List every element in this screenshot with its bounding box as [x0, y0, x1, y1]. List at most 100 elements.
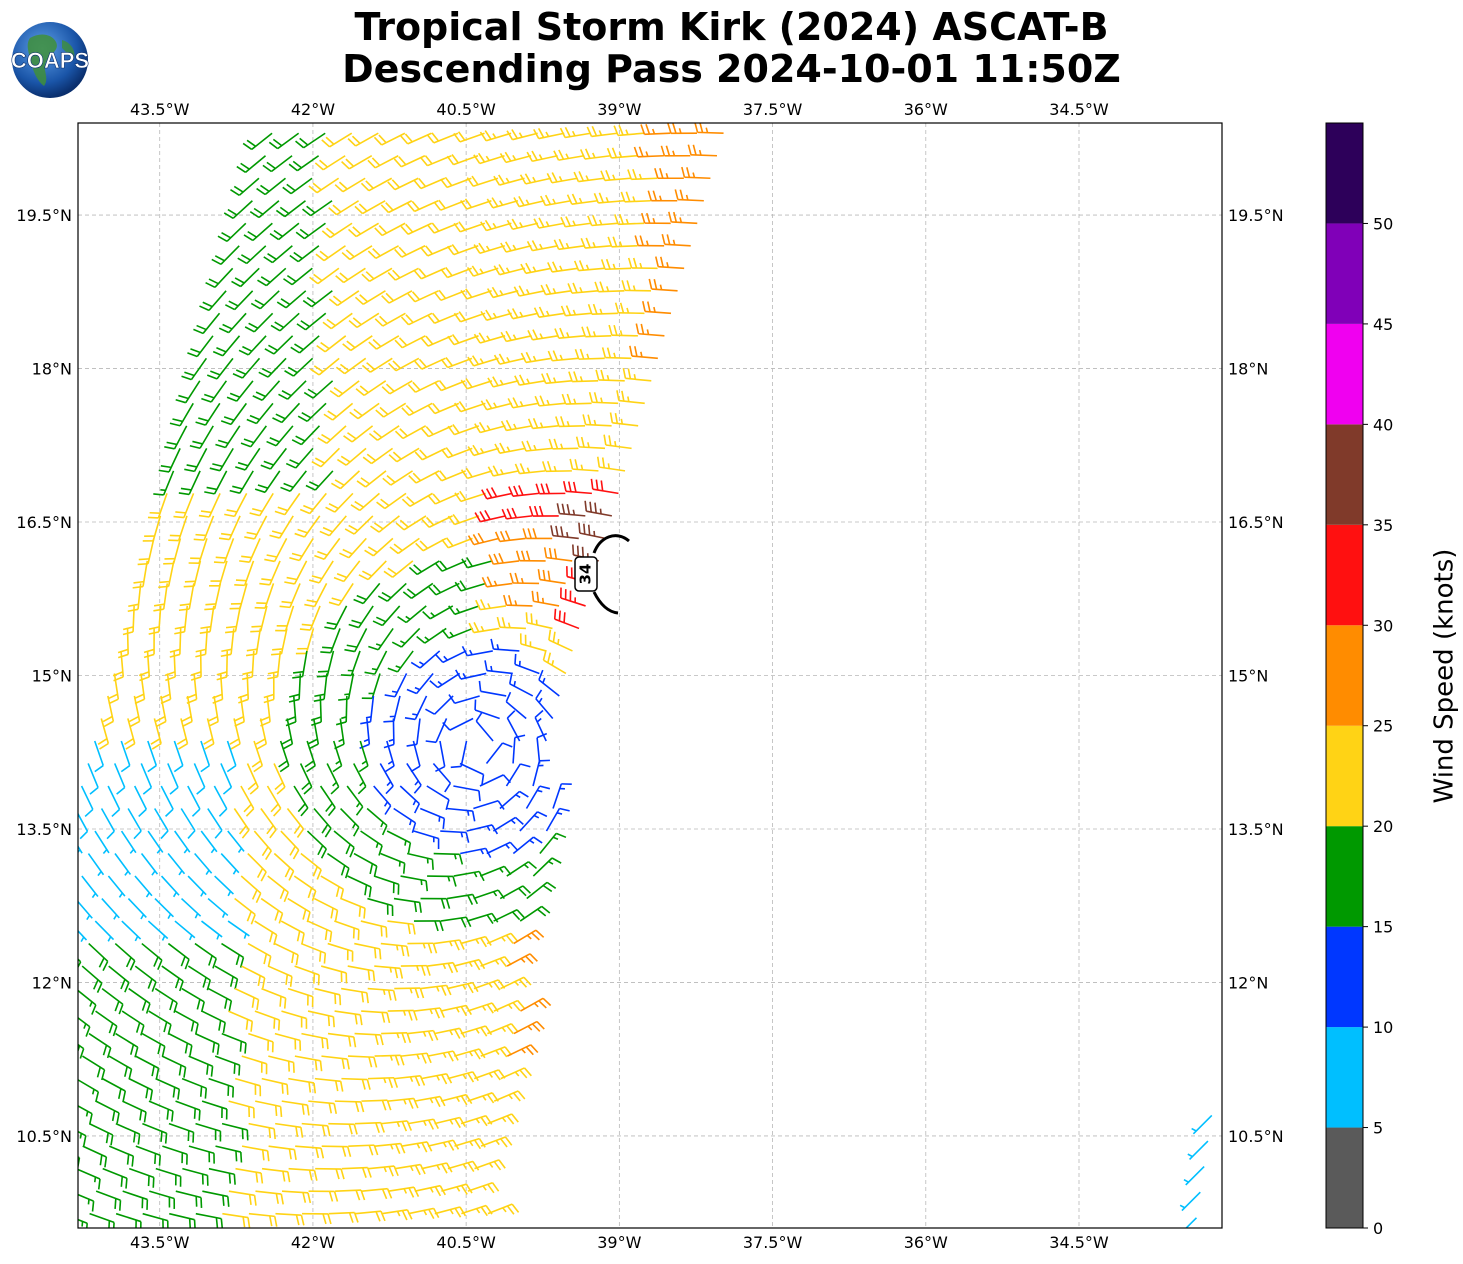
wind-barb: [468, 621, 500, 634]
wind-barb: [169, 1212, 196, 1228]
wind-barb: [329, 380, 360, 398]
wind-barb: [274, 1032, 302, 1051]
lat-tick-labels-right: 19.5°N 18°N 16.5°N 15°N 13.5°N 12°N 10.5°N: [1228, 206, 1284, 1146]
wind-barb: [410, 650, 441, 669]
wind-barb: [434, 470, 466, 482]
wind-barb: [440, 266, 472, 279]
wind-barb: [107, 875, 126, 898]
wind-barb: [534, 395, 566, 407]
wind-barb: [427, 312, 459, 324]
wind-barb: [594, 281, 625, 293]
wind-barb: [506, 953, 538, 967]
wind-barb: [242, 132, 273, 151]
wind-barb: [362, 447, 394, 465]
wind-barb: [440, 916, 472, 928]
wind-barb: [82, 1055, 106, 1081]
wind-barb: [78, 1070, 79, 1072]
wind-barb: [154, 987, 178, 1014]
wind-barb: [310, 695, 322, 727]
wind-barb: [213, 538, 235, 564]
wind-barb: [341, 245, 373, 261]
wind-barb: [225, 605, 242, 634]
wind-barb: [1185, 1217, 1198, 1228]
wind-barb: [200, 740, 211, 773]
wind-barb: [114, 942, 136, 971]
wind-barb: [268, 1145, 297, 1160]
wind-barb: [286, 808, 305, 838]
wind-barb: [635, 323, 665, 337]
wind-barb: [95, 1010, 118, 1037]
wind-barb: [407, 290, 439, 303]
wind-barb: [607, 236, 638, 248]
wind-barb: [283, 267, 313, 286]
wind-barb: [595, 369, 625, 382]
wind-barb: [367, 1076, 399, 1089]
wind-barb: [480, 1136, 513, 1148]
wind-barb: [532, 857, 562, 877]
wind-barb: [380, 852, 406, 874]
wind-barb: [582, 414, 612, 427]
wind-barb: [221, 942, 245, 968]
wind-barb: [178, 583, 195, 612]
wind-barb: [266, 785, 282, 817]
wind-barb: [374, 965, 404, 979]
wind-barb: [414, 1007, 445, 1019]
wind-barb: [539, 832, 567, 855]
wind-barb: [315, 245, 346, 262]
wind-barb: [573, 260, 605, 272]
wind-barb: [360, 695, 375, 725]
wind-barb: [142, 1212, 169, 1228]
wind-barb: [668, 211, 698, 225]
wind-barb: [454, 1048, 486, 1060]
wind-barb: [201, 920, 223, 940]
wind-barb: [467, 532, 500, 546]
wind-barb: [629, 345, 658, 360]
wind-barb: [78, 1193, 95, 1212]
wind-barb: [655, 256, 685, 270]
wind-barb: [288, 155, 320, 172]
wind-barb: [313, 897, 339, 921]
title-line-2: Descending Pass 2024-10-01 11:50Z: [342, 47, 1121, 91]
wind-barb: [224, 290, 254, 311]
colorbar-tick-label: 50: [1373, 214, 1393, 233]
wind-barb: [388, 447, 420, 463]
wind-barb: [401, 492, 433, 508]
wind-barb: [308, 1190, 339, 1202]
wind-barb: [108, 965, 130, 993]
lon-tick-labels-bottom: 43.5°W 42°W 40.5°W 39°W 37.5°W 36°W 34.5°W: [130, 1233, 1109, 1252]
wind-barb: [383, 718, 395, 749]
wind-barb: [127, 808, 142, 840]
wind-barb: [137, 538, 155, 566]
wind-barb: [493, 999, 526, 1012]
wind-barb: [508, 673, 534, 697]
wind-barb: [297, 402, 327, 423]
wind-barb: [78, 989, 97, 1015]
wind-barb: [408, 1207, 440, 1219]
wind-barb: [541, 372, 572, 385]
wind-barb: [88, 1122, 114, 1146]
wind-barb: [486, 841, 518, 855]
wind-barb: [135, 1145, 161, 1166]
wind-barb: [127, 897, 147, 920]
wind-barb: [538, 669, 560, 697]
wind-barb: [400, 964, 431, 976]
wind-barb: [520, 351, 552, 364]
wind-barb: [420, 335, 453, 347]
wind-barb: [36, 1034, 57, 1059]
wind-barb: [547, 350, 579, 362]
wind-barb: [354, 1121, 385, 1133]
wind-barb: [560, 305, 592, 317]
wind-barb: [248, 1032, 274, 1053]
wind-barb: [427, 402, 460, 415]
wind-barb: [333, 560, 361, 583]
wind-barb: [141, 1032, 166, 1057]
wind-barb: [473, 800, 505, 810]
wind-barb: [198, 493, 221, 518]
wind-barb: [213, 785, 228, 817]
wind-barb: [102, 1167, 128, 1189]
wind-barb: [512, 734, 526, 764]
wind-barb: [334, 177, 366, 193]
wind-barb: [153, 808, 169, 840]
wind-barb: [193, 515, 215, 541]
